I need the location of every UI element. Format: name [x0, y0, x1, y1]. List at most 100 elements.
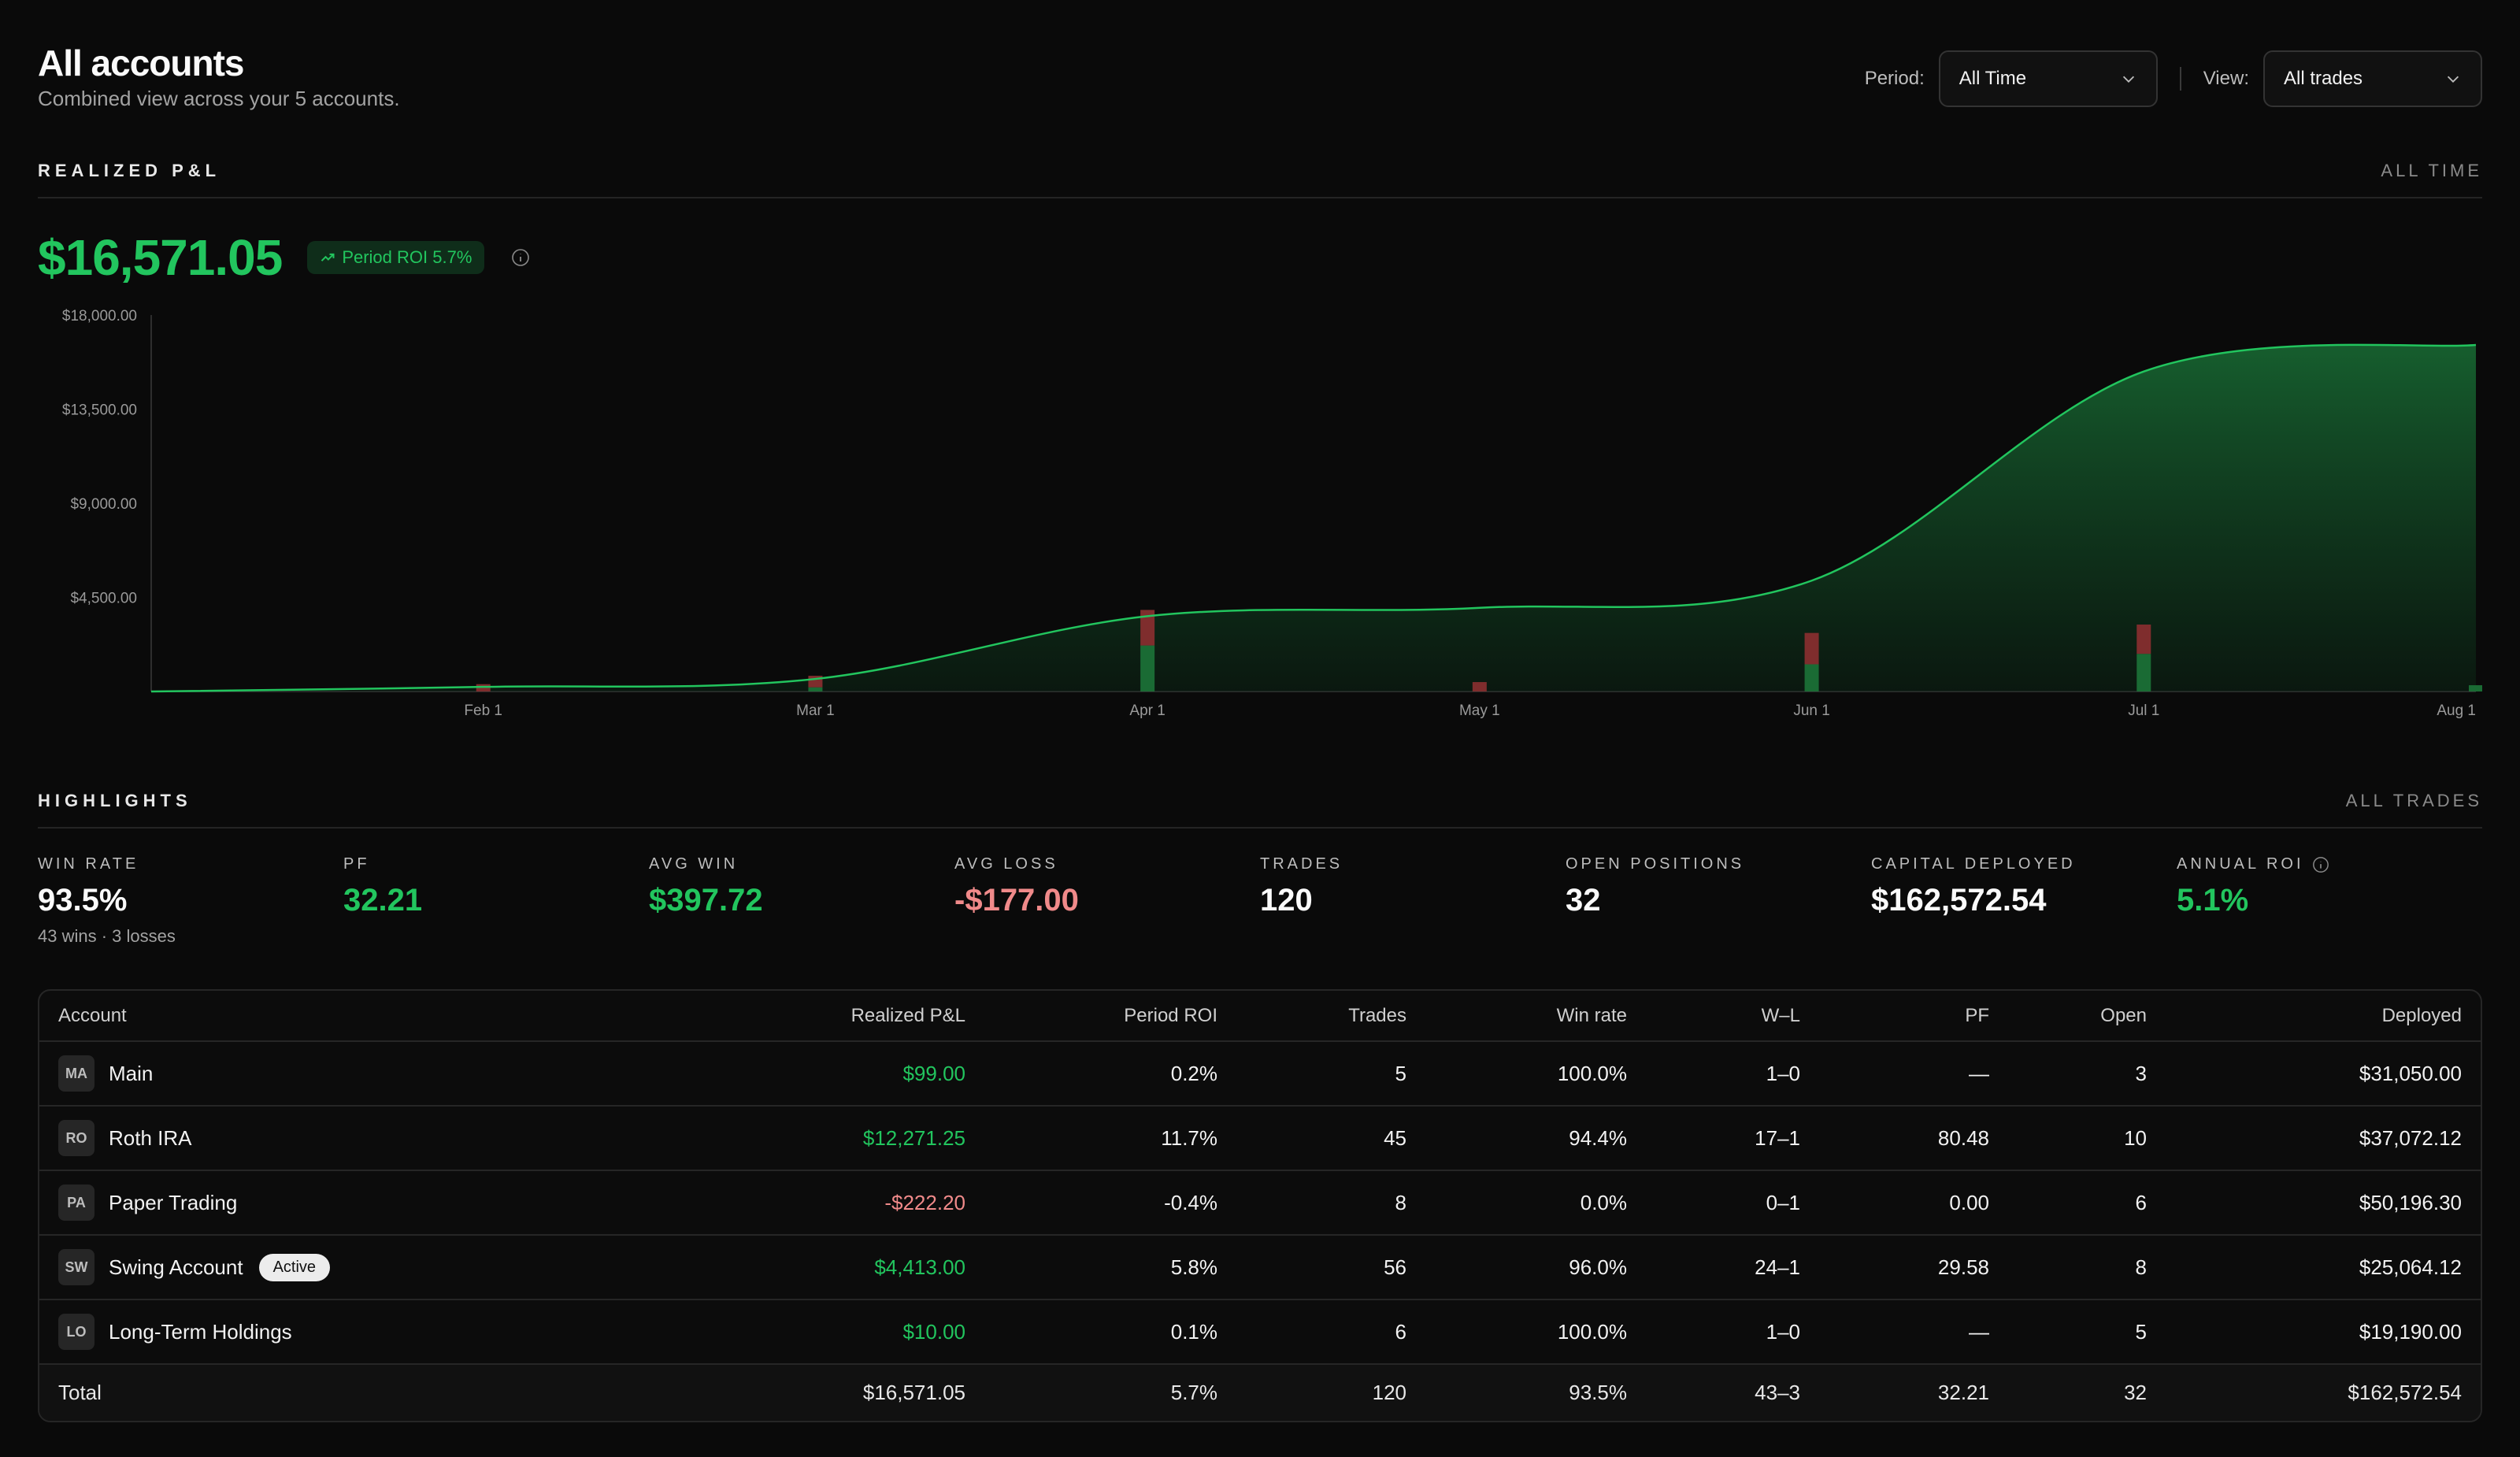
trades-cell: 5 [1236, 1041, 1425, 1107]
period-roi-badge: Period ROI 5.7% [307, 241, 485, 274]
table-row[interactable]: PA Paper Trading -$222.20 -0.4% 8 0.0% 0–… [39, 1170, 2481, 1236]
wl-cell: 1–0 [1646, 1041, 1819, 1107]
gain-bar [1804, 664, 1819, 691]
x-tick-label: May 1 [1459, 703, 1500, 719]
stat-trades: TRADES 120 [1260, 855, 1566, 947]
avatar: PA [58, 1185, 94, 1221]
wl-cell: 1–0 [1646, 1299, 1819, 1365]
pnl-cell: $4,413.00 [685, 1235, 984, 1300]
x-tick-label: Mar 1 [796, 703, 835, 719]
view-select[interactable]: All trades [2263, 50, 2482, 107]
y-tick-label: $18,000.00 [62, 308, 137, 324]
loss-bar [2136, 625, 2151, 654]
active-badge: Active [258, 1253, 331, 1281]
pnl-summary: $16,571.05 Period ROI 5.7% [38, 228, 2482, 287]
stat-value: 32.21 [343, 883, 423, 918]
view-label: View: [2203, 68, 2249, 89]
account-cell: SW Swing Account Active [39, 1235, 685, 1300]
stat-value: $162,572.54 [1871, 883, 2047, 918]
deployed-cell: $50,196.30 [2166, 1170, 2481, 1236]
y-tick-label: $13,500.00 [62, 402, 137, 419]
gain-bar [2469, 685, 2483, 691]
pnl-cell: -$222.20 [685, 1170, 984, 1236]
roi-cell: -0.4% [984, 1170, 1236, 1236]
period-select[interactable]: All Time [1938, 50, 2158, 107]
period-select-value: All Time [1959, 68, 2027, 89]
trades-cell: 56 [1236, 1235, 1425, 1300]
x-tick-label: Apr 1 [1129, 703, 1165, 719]
stat-pf: PF 32.21 [343, 855, 649, 947]
stat-win-rate: WIN RATE 93.5% 43 wins · 3 losses [38, 855, 343, 947]
stat-label: WIN RATE [38, 855, 139, 873]
filter-controls: Period: All Time View: All trades [1865, 50, 2482, 107]
table-row[interactable]: SW Swing Account Active $4,413.00 5.8% 56 … [39, 1235, 2481, 1300]
stat-label: AVG LOSS [954, 855, 1058, 873]
col-deployed[interactable]: Deployed [2166, 991, 2481, 1042]
loss-bar [1140, 610, 1155, 646]
pnl-section-title: REALIZED P&L [38, 161, 221, 180]
trades-cell: 8 [1236, 1170, 1425, 1236]
stat-annual-roi: ANNUAL ROI 5.1% [2177, 855, 2482, 947]
deployed-cell: $31,050.00 [2166, 1041, 2481, 1107]
col-wl[interactable]: W–L [1646, 991, 1819, 1042]
col-pf[interactable]: PF [1819, 991, 2008, 1042]
accounts-table: Account Realized P&L Period ROI Trades W… [38, 989, 2482, 1422]
col-period-roi[interactable]: Period ROI [984, 991, 1236, 1042]
pnl-cell: $12,271.25 [685, 1106, 984, 1171]
col-trades[interactable]: Trades [1236, 991, 1425, 1042]
account-cell: RO Roth IRA [39, 1106, 685, 1171]
info-icon[interactable] [2312, 856, 2329, 873]
pnl-area-fill [151, 344, 2476, 691]
stat-label: ANNUAL ROI [2177, 855, 2482, 873]
table-row[interactable]: RO Roth IRA $12,271.25 11.7% 45 94.4% 17–… [39, 1106, 2481, 1171]
info-icon[interactable] [511, 248, 530, 267]
table-row[interactable]: LO Long-Term Holdings $10.00 0.1% 6 100.0… [39, 1299, 2481, 1365]
x-tick-label: Feb 1 [464, 703, 502, 719]
pf-cell: — [1819, 1041, 2008, 1107]
avatar: RO [58, 1120, 94, 1156]
stat-sub: 43 wins · 3 losses [38, 926, 176, 946]
controls-divider [2179, 67, 2181, 91]
highlights-title: HIGHLIGHTS [38, 791, 192, 810]
account-name: Paper Trading [109, 1190, 238, 1214]
pnl-section-meta: ALL TIME [2381, 161, 2482, 180]
x-tick-label: Jul 1 [2128, 703, 2159, 719]
account-name: Swing Account [109, 1255, 243, 1279]
wl-cell: 0–1 [1646, 1170, 1819, 1236]
col-realized-pnl[interactable]: Realized P&L [685, 991, 984, 1042]
trades-cell: 45 [1236, 1106, 1425, 1171]
pnl-chart: $18,000.00 $13,500.00 $9,000.00 $4,500.00 Fe… [38, 307, 2483, 740]
open-cell: 10 [2008, 1106, 2166, 1171]
total-pnl: $16,571.05 [685, 1364, 984, 1421]
gain-bar [808, 687, 823, 691]
y-tick-label: $9,000.00 [70, 496, 137, 513]
table-row[interactable]: MA Main $99.00 0.2% 5 100.0% 1–0 — 3 $31,… [39, 1041, 2481, 1107]
pf-cell: — [1819, 1299, 2008, 1365]
account-cell: PA Paper Trading [39, 1170, 685, 1236]
pnl-chart-svg: $18,000.00 $13,500.00 $9,000.00 $4,500.00 Fe… [62, 308, 2483, 719]
total-trades: 120 [1236, 1364, 1425, 1421]
x-tick-label: Aug 1 [2437, 703, 2476, 719]
avatar: SW [58, 1249, 94, 1285]
deployed-cell: $25,064.12 [2166, 1235, 2481, 1300]
open-cell: 8 [2008, 1235, 2166, 1300]
stat-value: -$177.00 [954, 883, 1079, 918]
winrate-cell: 100.0% [1425, 1041, 1646, 1107]
winrate-cell: 94.4% [1425, 1106, 1646, 1171]
page-subtitle: Combined view across your 5 accounts. [38, 87, 400, 110]
stat-label: PF [343, 855, 370, 873]
stat-avg-loss: AVG LOSS -$177.00 [954, 855, 1260, 947]
roi-cell: 5.8% [984, 1235, 1236, 1300]
view-select-value: All trades [2284, 68, 2363, 89]
account-name: Roth IRA [109, 1125, 192, 1150]
col-open[interactable]: Open [2008, 991, 2166, 1042]
chevron-down-icon [2122, 76, 2134, 83]
table-header-row: Account Realized P&L Period ROI Trades W… [39, 991, 2481, 1042]
table-total-row: Total $16,571.05 5.7% 120 93.5% 43–3 32.… [39, 1364, 2481, 1421]
pf-cell: 0.00 [1819, 1170, 2008, 1236]
total-deployed: $162,572.54 [2166, 1364, 2481, 1421]
stat-value: 5.1% [2177, 883, 2249, 918]
col-win-rate[interactable]: Win rate [1425, 991, 1646, 1042]
trending-up-icon [321, 253, 335, 261]
col-account[interactable]: Account [39, 991, 685, 1042]
